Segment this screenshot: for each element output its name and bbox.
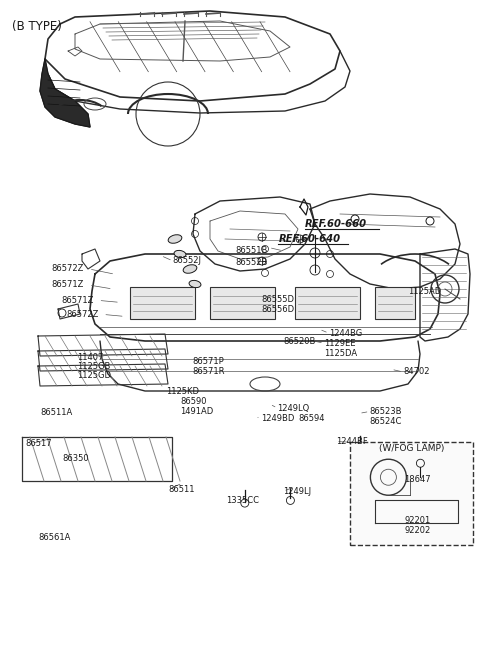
Text: 86350: 86350	[62, 454, 89, 463]
Text: 86590: 86590	[180, 397, 206, 406]
Text: 86571P: 86571P	[192, 357, 224, 366]
Text: 86571R: 86571R	[192, 367, 225, 376]
Text: 1249LQ: 1249LQ	[277, 403, 310, 413]
Text: 18647: 18647	[404, 474, 431, 484]
Text: (B TYPE): (B TYPE)	[12, 20, 62, 33]
Text: 92202: 92202	[404, 526, 431, 535]
Text: 1129EE: 1129EE	[324, 339, 356, 348]
Bar	[375, 287, 415, 319]
Polygon shape	[40, 59, 90, 127]
Text: 86524C: 86524C	[370, 417, 402, 426]
Ellipse shape	[168, 235, 182, 244]
Text: 1491AD: 1491AD	[180, 407, 213, 416]
Text: 86556D: 86556D	[262, 305, 295, 314]
Text: 11407: 11407	[77, 353, 103, 362]
Text: 86551B: 86551B	[235, 246, 267, 256]
Text: 86511A: 86511A	[41, 408, 73, 417]
Bar	[130, 287, 195, 319]
Text: 86561A: 86561A	[38, 533, 71, 543]
Text: 1244BF: 1244BF	[336, 437, 368, 446]
Text: 1249BD: 1249BD	[261, 414, 294, 423]
Text: REF.60-640: REF.60-640	[278, 234, 340, 244]
Text: 1244BG: 1244BG	[329, 328, 362, 338]
Text: 86523B: 86523B	[370, 407, 402, 416]
Text: REF.60-660: REF.60-660	[305, 219, 367, 229]
Text: 86572Z: 86572Z	[52, 264, 84, 274]
Ellipse shape	[174, 250, 186, 258]
Text: 86552B: 86552B	[235, 258, 267, 267]
Text: 86520B: 86520B	[283, 337, 315, 346]
Text: 1335CC: 1335CC	[226, 496, 259, 505]
Text: 86571Z: 86571Z	[61, 296, 94, 305]
Ellipse shape	[183, 265, 197, 273]
Text: 1125AD: 1125AD	[408, 286, 441, 296]
Text: 92201: 92201	[404, 516, 431, 525]
Text: 86594: 86594	[299, 414, 325, 423]
Text: 84702: 84702	[403, 367, 430, 377]
Text: 86517: 86517	[25, 439, 51, 448]
Text: 1125DA: 1125DA	[324, 349, 357, 358]
Text: 1125KD: 1125KD	[166, 387, 199, 396]
Bar	[210, 287, 275, 319]
Bar	[350, 442, 473, 545]
Ellipse shape	[189, 280, 201, 288]
Text: 1249LJ: 1249LJ	[283, 486, 312, 496]
Text: 1125GB: 1125GB	[77, 362, 110, 371]
Text: (W/FOG LAMP): (W/FOG LAMP)	[379, 444, 444, 452]
Text: 1125GD: 1125GD	[77, 371, 111, 381]
Bar	[295, 287, 360, 319]
Text: 86572Z: 86572Z	[66, 310, 98, 319]
Text: 86511: 86511	[168, 485, 194, 494]
Text: 86552J: 86552J	[173, 256, 202, 266]
Text: 86555D: 86555D	[262, 294, 295, 304]
Text: 86571Z: 86571Z	[52, 280, 84, 290]
